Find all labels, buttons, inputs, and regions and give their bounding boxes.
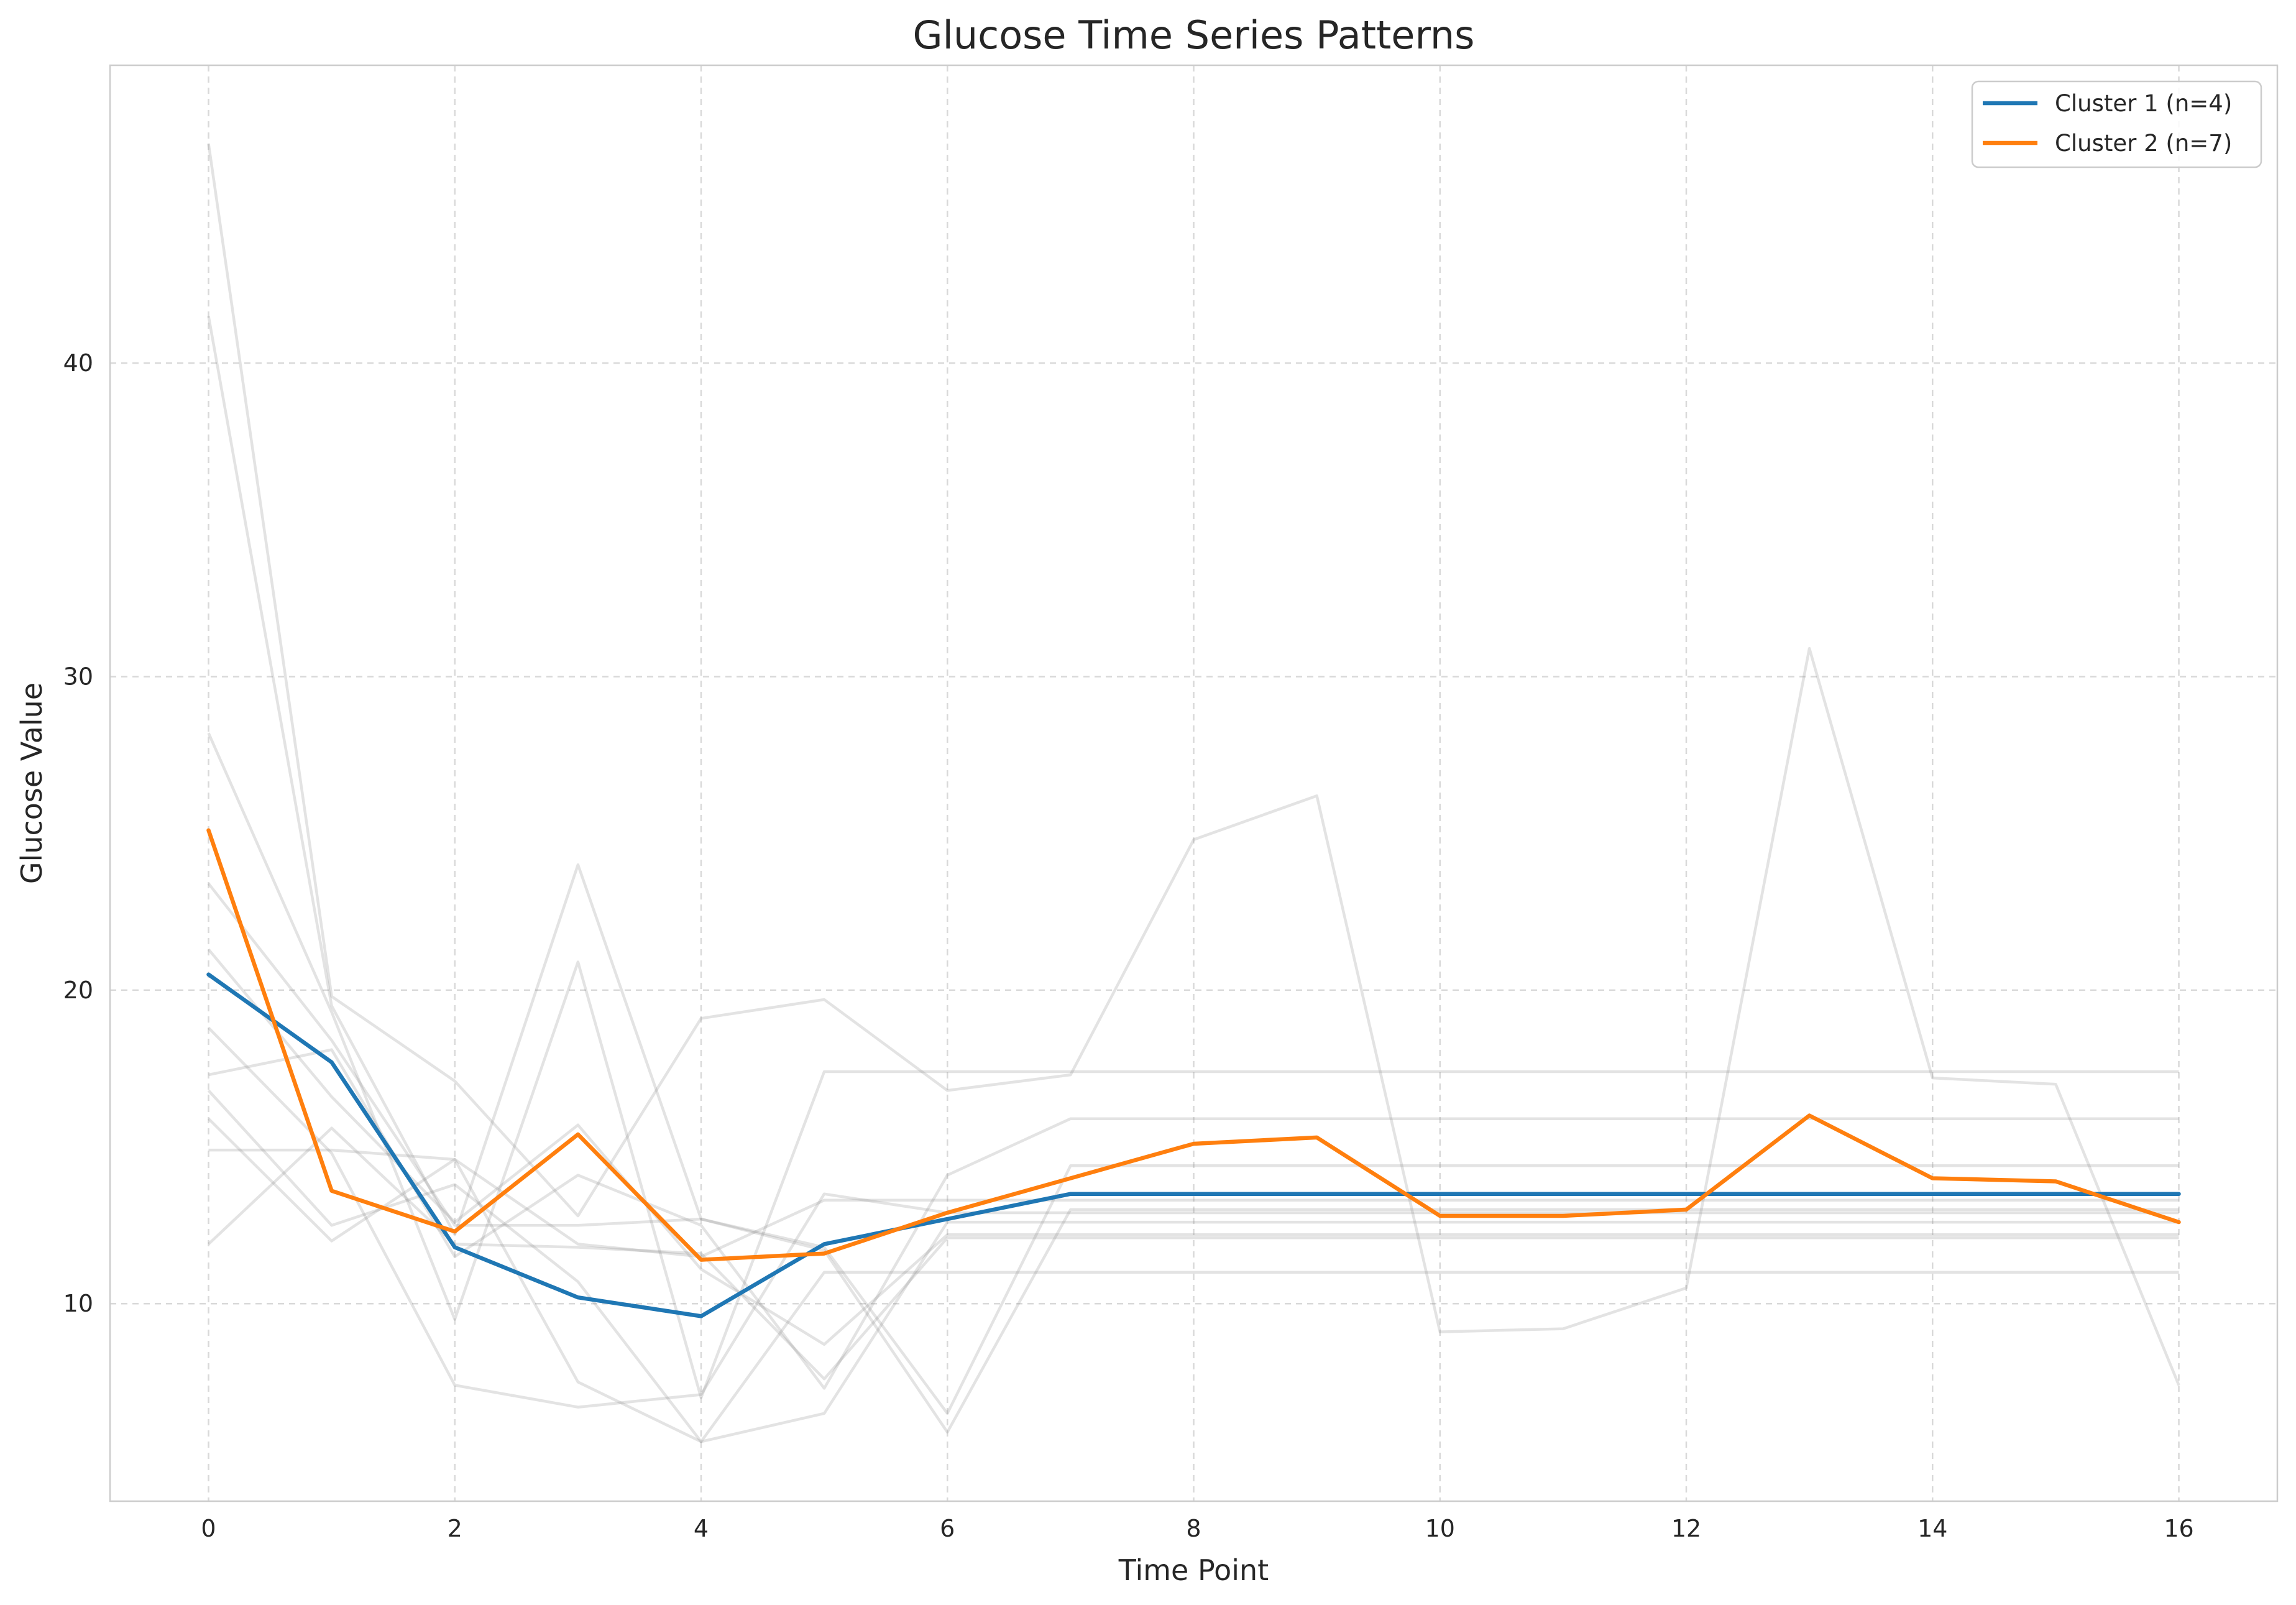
background-series-line: [207, 1126, 2179, 1381]
legend-label: Cluster 1 (n=4): [2055, 90, 2232, 117]
x-axis-title: Time Point: [1118, 1553, 1269, 1587]
x-tick-label: 8: [1186, 1515, 1201, 1542]
y-tick-label: 10: [63, 1290, 93, 1317]
axis-ticks: 0 2 4 6 8 10 12 14 16 10 20 30 40: [63, 349, 2194, 1542]
chart-title: Glucose Time Series Patterns: [913, 12, 1475, 58]
background-series-group: [207, 143, 2180, 1443]
y-tick-label: 30: [63, 663, 93, 691]
background-series-line: [207, 1026, 2179, 1409]
x-tick-label: 14: [1917, 1515, 1947, 1542]
background-series-line: [207, 143, 2180, 1386]
x-tick-label: 10: [1425, 1515, 1455, 1542]
background-series-line: [207, 1118, 2179, 1258]
background-series-line: [207, 732, 2179, 1399]
cluster-2-line: [206, 828, 2181, 1262]
background-series-line: [207, 948, 2179, 1346]
legend: Cluster 1 (n=4) Cluster 2 (n=7): [1971, 80, 2262, 168]
cluster-series-group: [206, 828, 2181, 1318]
x-tick-label: 16: [2164, 1515, 2193, 1542]
legend-box: [1971, 80, 2262, 168]
plot-frame: [109, 64, 2279, 1502]
background-series-line: [207, 883, 2179, 1415]
background-series-line: [208, 1148, 2179, 1443]
background-series-line: [207, 316, 2179, 1434]
x-tick-label: 4: [694, 1515, 709, 1542]
cluster-1-line: [206, 972, 2181, 1318]
y-axis-title: Glucose Value: [15, 683, 48, 884]
x-tick-label: 0: [201, 1515, 216, 1542]
y-tick-label: 20: [63, 977, 93, 1004]
legend-label: Cluster 2 (n=7): [2055, 130, 2232, 157]
x-tick-label: 2: [448, 1515, 462, 1542]
x-tick-label: 12: [1671, 1515, 1701, 1542]
x-tick-label: 6: [940, 1515, 955, 1542]
grid-lines: [110, 65, 2277, 1501]
background-series-line: [208, 1048, 2179, 1390]
y-tick-label: 40: [63, 349, 93, 377]
background-series-line: [207, 1089, 2179, 1443]
